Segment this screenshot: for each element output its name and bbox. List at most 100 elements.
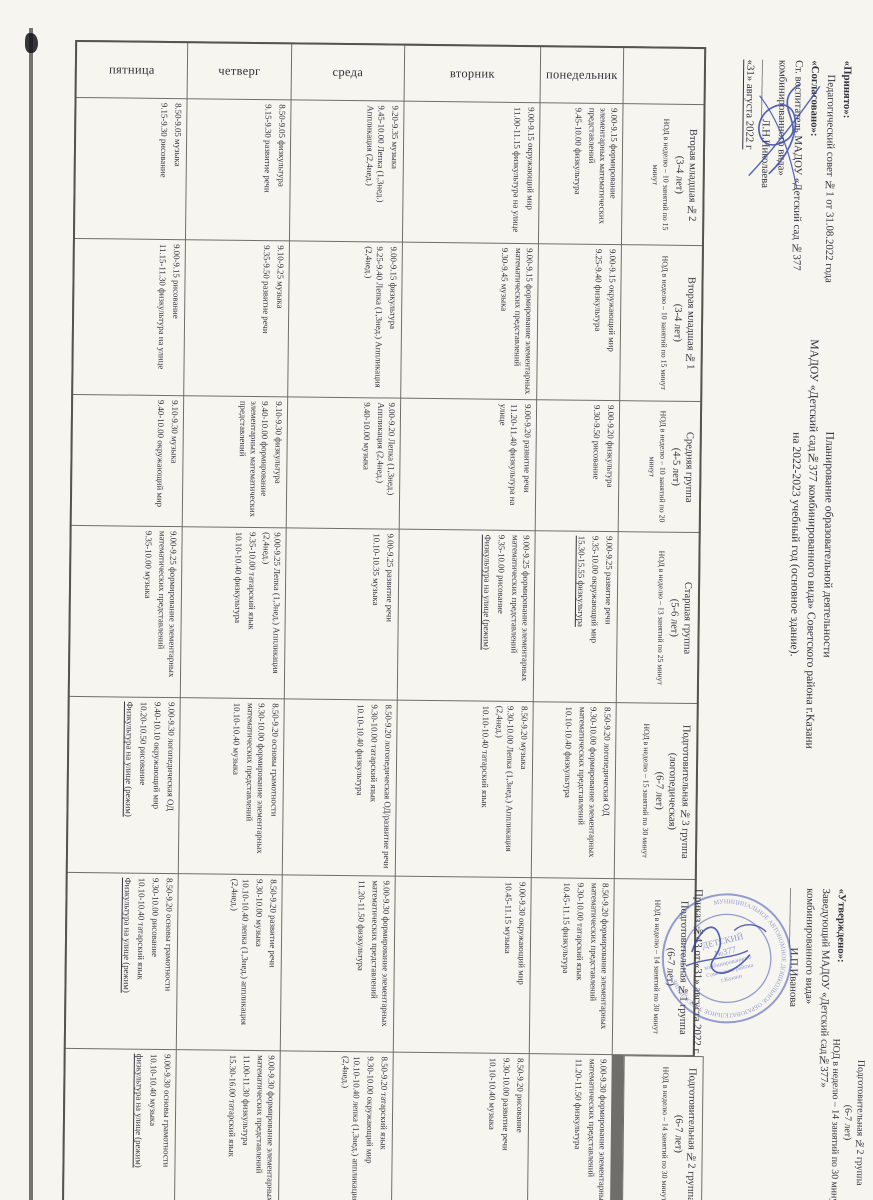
- accepted-heading: «Принято»:: [840, 60, 854, 119]
- svg-text:г.Казани: г.Казани: [721, 973, 744, 984]
- lesson-entry: 9.00-9.15 физкультура: [387, 246, 399, 330]
- schedule-cell-g2-d2: 9.00-9.20 Лепка (1,3нед.) Аппликация (2,…: [286, 397, 401, 529]
- lesson-entry: 9.00-9.25 Лепка (1,3нед.) Аппликация (2,…: [261, 532, 283, 674]
- lesson-entry: 9.00-9.25 развитие речи: [603, 535, 615, 625]
- group-name: Вторая младшая №1: [684, 277, 697, 370]
- lesson-entry: Физкультура на улице (режим): [121, 877, 134, 993]
- scan-edge-artifact: [29, 28, 33, 1200]
- lesson-entry: 9.00-9.30 формирование элементарных мате…: [369, 880, 392, 1027]
- lesson-entry: 15.30-16.00 татарский язык: [226, 1054, 239, 1157]
- group-age: (6-7 лет): [653, 771, 665, 811]
- schedule-cell-g2-d4: 9.00-9.20 физкультура 9.30-9.50 рисование: [535, 400, 620, 532]
- schedule-cell-g1-d3: 9.00-9.15 формирование элементарных мате…: [401, 242, 538, 400]
- lesson-entry: 9.00-9.15 формирование элементарных мате…: [512, 247, 535, 395]
- lesson-entry: 9.00-9.30 формирование элементарных мате…: [586, 1058, 609, 1200]
- schedule-cell-g4-d0: 9.00-9.30 логопедическая ОД 9.40-10.10 ок…: [67, 696, 180, 874]
- lesson-entry: 10.10-10.40 физкультура: [562, 706, 574, 798]
- group-nod: НОД в неделю – 15 занятий по 30 минут: [640, 723, 652, 859]
- schedule-cell-g5-d0: 8.50-9.20 основы грамотности 9.30-10.00 р…: [65, 872, 178, 1050]
- lesson-entry: 8.50-9.20 музыка: [518, 706, 530, 770]
- schedule-cell-g4-d3: 8.50-9.20 музыка 9.30-10.00 Лепка (1,3нед…: [395, 700, 533, 878]
- lesson-entry: 9.30-9.45 музыка: [499, 247, 511, 312]
- lesson-entry: 9.25-9.40 Лепка (1,3нед.) Аппликация (2,…: [363, 246, 385, 388]
- lesson-entry: 9.00-9.20 Лепка (1,3нед.) Аппликация (2,…: [375, 402, 398, 496]
- official-stamp: МУНИЦИПАЛЬНОЕ АВТОНОМНОЕ ДОШКОЛЬНОЕ ОБРА…: [655, 886, 799, 1031]
- schedule-cell-g6-d1: 9.00-9.30 формирование элементарных мате…: [174, 1050, 280, 1200]
- lesson-entry: 9.00-9.15 окружающий мир: [606, 249, 618, 352]
- schedule-cell-g0-d1: 8.50-9.05 физкультура 9.15-9.30 развитие …: [185, 99, 291, 241]
- schedule-table: пятница четверг среда вторник понедельник 8.5…: [61, 39, 707, 1200]
- group-age: (5-6 лет): [668, 598, 680, 637]
- schedule-cell-g1-d2: 9.00-9.15 физкультура 9.25-9.40 Лепка (1,…: [288, 241, 402, 398]
- day-header-1: четверг: [187, 43, 292, 100]
- lesson-entry: 9.00-9.30 окружающий мир: [516, 882, 528, 985]
- lesson-entry: 9.40-10.00 формирование элементарных мат…: [237, 400, 271, 518]
- stray-group-fragment: Подготовительная №2 группа (6-7 лет) НОД…: [827, 1035, 867, 1200]
- lesson-entry: 9.00-9.25 формирование элементарных мате…: [509, 534, 532, 682]
- schedule-cell-g5-d4: 8.50-9.20 формирование элементарных мате…: [529, 878, 614, 1055]
- day-header-3: вторник: [404, 45, 541, 103]
- lesson-entry: 9.15-9.30 рисование: [158, 102, 170, 178]
- schedule-cell-g1-d0: 9.00-9.15 рисование 11.15-11.30 физкульту…: [73, 238, 185, 396]
- signature-scribble-top: [748, 83, 821, 189]
- lesson-entry: 9.30-10.00 развитие речи: [500, 1057, 512, 1151]
- schedule-cell-g3-d3: 9.00-9.25 формирование элементарных мате…: [397, 529, 535, 702]
- lesson-entry: 9.15-9.30 развитие речи: [262, 104, 274, 193]
- lesson-entry: 9.30-10.00 окружающий мир: [364, 1056, 376, 1164]
- lesson-entry: 9.25-9.40 физкультура: [593, 248, 604, 332]
- lesson-entry: 10.10-10.40 лепка (1,3нед.) аппликация (…: [229, 878, 251, 1025]
- lesson-entry: 9.00-9.15 окружающий мир: [525, 107, 537, 210]
- lesson-entry: 9.10-9.30 физкультура: [273, 401, 285, 484]
- schedule-cell-g3-d1: 9.00-9.25 Лепка (1,3нед.) Аппликация (2,…: [180, 527, 286, 699]
- schedule-cell-g5-d2: 9.00-9.30 формирование элементарных мате…: [280, 875, 395, 1052]
- lesson-entry: 8.50-9.20 развитие речи: [267, 879, 279, 968]
- schedule-cell-g5-d3: 9.00-9.30 окружающий мир 10.45-11.15 музы…: [393, 876, 531, 1054]
- lesson-entry: 9.35-10.00 музыка: [143, 530, 154, 599]
- stamp-center-text: ДЕТСКИЙ №377 комбинированного Советского…: [701, 931, 754, 984]
- stamp-ring-text: МУНИЦИПАЛЬНОЕ АВТОНОМНОЕ ДОШКОЛЬНОЕ ОБРА…: [655, 886, 799, 1031]
- lesson-entry: 8.50-9.20 татарский язык: [378, 1056, 390, 1150]
- lesson-entry: 10.10-10.40 лепка (1,3нед.) аппликация (…: [340, 1056, 362, 1200]
- lesson-entry: 10.10-10.40 татарский язык: [479, 705, 491, 808]
- lesson-entry: 10.10-10.40 музыка: [231, 702, 242, 775]
- schedule-cell-g4-d1: 8.50-9.20 основы грамотности 9.30-10.00 ф…: [178, 698, 284, 875]
- group-nod: НОД в неделю – 14 занятий по 30 минут: [659, 1066, 671, 1200]
- lesson-entry: 10.10-10.40 физкультура: [354, 704, 366, 796]
- group-age: (3-4 лет): [673, 155, 685, 194]
- lesson-entry: Физкультура на улице (режим): [481, 534, 493, 650]
- lesson-entry: 10.10-10.40 музыка: [148, 1053, 159, 1127]
- schedule-cell-g2-d3: 9.00-9.20 развитие речи 11.20-11.40 физку…: [399, 398, 537, 531]
- lesson-entry: 9.40-10.00 музыка: [361, 402, 373, 471]
- lesson-entry: 11.15-11.30 физкультура на улице: [156, 243, 169, 370]
- lesson-entry: 8.50-9.05 музыка: [172, 103, 184, 167]
- schedule-cell-g0-d0: 8.50-9.05 музыка 9.15-9.30 рисование: [74, 97, 187, 240]
- lesson-entry: 9.00-9.30 логопедическая ОД: [165, 702, 177, 811]
- schedule-cell-g4-d4: 8.50-9.20 логопедическая ОД 9.30-10.00 фо…: [531, 702, 616, 879]
- group-header-cell-1: Вторая младшая №1 (3-4 лет) НОД в неделю –…: [620, 245, 702, 402]
- lesson-entry: 10.10-10.40 музыка: [487, 1057, 498, 1130]
- schedule-cell-g2-d1: 9.10-9.30 физкультура 9.40-10.00 формиров…: [182, 396, 288, 528]
- lesson-entry: 9.10-9.25 музыка: [275, 245, 286, 309]
- lesson-entry: 9.35-10.00 окружающий мир: [589, 535, 601, 644]
- lesson-entry: 9.30-10.00 рисование: [149, 877, 161, 957]
- lesson-entry: 9.00-9.20 физкультура: [605, 404, 617, 488]
- group-nod: НОД в неделю – 13 занятий по 25 минут: [655, 550, 667, 685]
- group-header-cell-4: Подготовительная №3 группа (логопедическ…: [614, 703, 697, 880]
- lesson-entry: 9.00-9.25 развитие речи: [384, 533, 396, 623]
- lesson-entry: 11.00-11.15 физкультура на улице: [511, 106, 523, 233]
- group-header-cell-3: Старшая группа (5-6 лет) НОД в неделю – 13…: [616, 532, 699, 704]
- lesson-entry: 10.20-10.50 рисование: [137, 701, 149, 786]
- group-age: (4-5 лет): [670, 447, 682, 486]
- lesson-entry: 10.45-11.15 музыка: [502, 881, 514, 954]
- lesson-entry: 10.10-10.40 физкультура: [232, 531, 244, 624]
- empty-corner-cell: [623, 48, 705, 105]
- schedule-cell-g6-d4: 9.00-9.30 формирование элементарных мате…: [527, 1054, 612, 1200]
- lesson-entry: Физкультура на улице (режим): [123, 701, 136, 817]
- schedule-cell-g3-d2: 9.00-9.25 развитие речи 10.10-10.35 музык…: [284, 528, 399, 700]
- lesson-entry: 10.10-10.40 татарский язык: [135, 877, 147, 980]
- lesson-entry: 8.50-9.20 основы грамотности: [163, 878, 175, 992]
- schedule-cell-g1-d4: 9.00-9.15 окружающий мир 9.25-9.40 физкул…: [537, 244, 621, 401]
- lesson-entry: 9.30-10.00 Лепка (1,3нед.) Аппликация (2…: [494, 705, 516, 852]
- lesson-entry: физкультура на улице (режим): [133, 1053, 145, 1168]
